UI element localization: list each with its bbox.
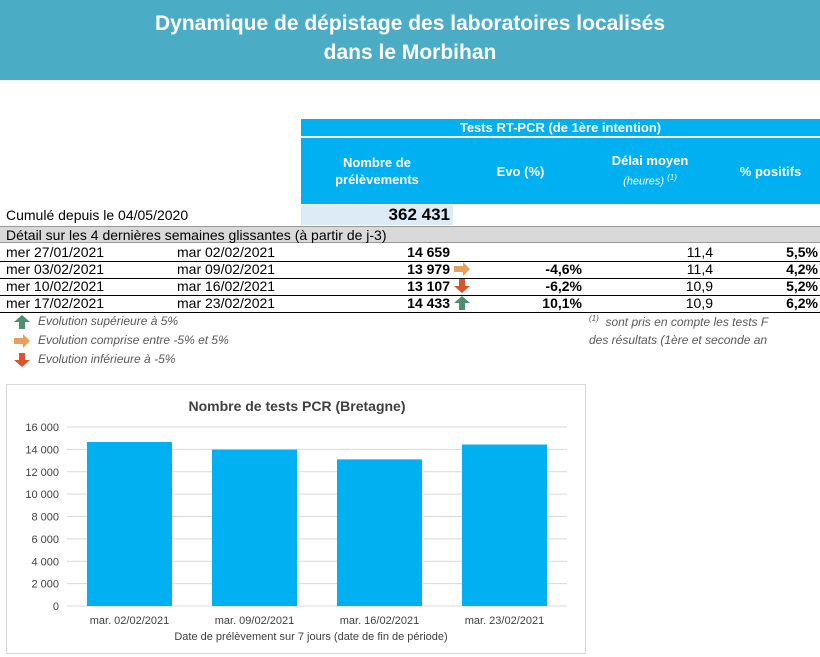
legend-down: Evolution inférieure à -5% <box>14 352 175 367</box>
row-start-date: mer 17/02/2021 <box>6 295 105 311</box>
x-tick-label: mar. 16/02/2021 <box>340 615 420 627</box>
arrow-up-icon <box>14 314 30 329</box>
detail-label: Détail sur les 4 dernières semaines glis… <box>0 226 820 243</box>
x-tick-label: mar. 09/02/2021 <box>215 615 295 627</box>
table-column-headers: Nombre de prélèvements Evo (%) Délai moy… <box>301 138 820 204</box>
row-end-date: mar 09/02/2021 <box>177 261 276 277</box>
y-tick-label: 6 000 <box>31 534 59 546</box>
chart-bar <box>87 442 172 606</box>
header-delai-unit: (heures) <box>623 175 665 188</box>
header-prelevements: Nombre de prélèvements <box>301 138 453 204</box>
header-delai-label: Délai moyen <box>611 152 689 168</box>
page-title-line1: Dynamique de dépistage des laboratoires … <box>154 12 666 35</box>
chart-container: Nombre de tests PCR (Bretagne) 0 2 000 4 00… <box>6 384 586 654</box>
row-evo: -4,6% <box>545 261 582 277</box>
y-tick-label: 16 000 <box>25 422 59 434</box>
row-count: 14 659 <box>407 244 450 260</box>
legend-neutral: Evolution comprise entre -5% et 5% <box>14 333 229 348</box>
page-banner: Dynamique de dépistage des laboratoires … <box>0 0 820 80</box>
footnote-line1: (1) sont pris en compte les tests F <box>589 314 768 329</box>
header-evo-label: Evo (%) <box>496 163 545 179</box>
arrow-up-icon <box>454 296 470 310</box>
x-tick-label: mar. 02/02/2021 <box>90 615 170 627</box>
header-delai: Délai moyen (heures) (1) <box>586 138 714 204</box>
x-axis-label: Date de prélèvement sur 7 jours (date de… <box>174 631 447 643</box>
row-count: 14 433 <box>407 295 450 311</box>
y-tick-label: 8 000 <box>31 512 59 524</box>
header-positifs: % positifs <box>721 138 820 204</box>
row-start-date: mer 27/01/2021 <box>6 244 105 260</box>
row-positifs: 5,5% <box>786 244 818 260</box>
y-tick-label: 10 000 <box>25 489 59 501</box>
row-positifs: 4,2% <box>786 261 818 277</box>
bar-chart: Nombre de tests PCR (Bretagne) 0 2 000 4 00… <box>25 398 567 643</box>
row-start-date: mer 10/02/2021 <box>6 278 105 294</box>
legend-neutral-label: Evolution comprise entre -5% et 5% <box>38 333 229 347</box>
table-row: mer 03/02/2021 mar 09/02/2021 13 979 -4,6% 1… <box>0 261 820 279</box>
footnote-line2: des résultats (1ère et seconde an <box>589 333 768 347</box>
row-start-date: mer 03/02/2021 <box>6 261 105 277</box>
arrow-right-icon <box>454 262 470 276</box>
row-evo: -6,2% <box>545 278 582 294</box>
x-tick-label: mar. 23/02/2021 <box>465 615 545 627</box>
row-positifs: 5,2% <box>786 278 818 294</box>
page-title-line2: dans le Morbihan <box>323 41 497 64</box>
arrow-down-icon <box>454 279 470 293</box>
cumul-label: Cumulé depuis le 04/05/2020 <box>6 207 189 223</box>
row-end-date: mar 02/02/2021 <box>177 244 276 260</box>
chart-bar <box>462 444 547 606</box>
chart-bar <box>337 459 422 606</box>
table-row: mer 17/02/2021 mar 23/02/2021 14 433 10,1% 1… <box>0 295 820 313</box>
legend-up: Evolution supérieure à 5% <box>14 314 178 329</box>
row-evo: 10,1% <box>542 295 582 311</box>
header-prelevements-line2: prélèvements <box>335 172 419 187</box>
row-positifs: 6,2% <box>786 295 818 311</box>
header-evo: Evo (%) <box>473 138 568 204</box>
row-delai: 11,4 <box>686 261 713 277</box>
header-positifs-label: % positifs <box>739 163 802 179</box>
table-row: mer 27/01/2021 mar 02/02/2021 14 659 11,4 5,… <box>0 244 820 262</box>
header-prelevements-line1: Nombre de <box>343 155 411 170</box>
row-delai: 11,4 <box>686 244 713 260</box>
row-end-date: mar 16/02/2021 <box>177 278 276 294</box>
y-tick-label: 0 <box>53 601 59 613</box>
chart-bar <box>212 449 297 606</box>
arrow-down-icon <box>14 352 30 367</box>
y-tick-label: 12 000 <box>25 467 59 479</box>
footnote-text-1: sont pris en compte les tests F <box>605 315 769 329</box>
row-end-date: mar 23/02/2021 <box>177 295 276 311</box>
y-tick-label: 4 000 <box>31 556 59 568</box>
arrow-right-icon <box>14 333 30 348</box>
row-count: 13 979 <box>407 261 450 277</box>
footnote-marker: (1) <box>589 314 599 323</box>
chart-title: Nombre de tests PCR (Bretagne) <box>188 398 405 414</box>
row-count: 13 107 <box>407 278 450 294</box>
row-delai: 10,9 <box>685 278 713 294</box>
y-tick-label: 2 000 <box>31 579 59 591</box>
table-group-header: Tests RT-PCR (de 1ère intention) <box>301 119 820 137</box>
table-row: mer 10/02/2021 mar 16/02/2021 13 107 -6,2% 1… <box>0 278 820 296</box>
y-tick-label: 14 000 <box>25 444 59 456</box>
header-delai-footnote-ref: (1) <box>667 172 677 182</box>
legend-down-label: Evolution inférieure à -5% <box>38 352 176 366</box>
header-delai-sub: (heures) (1) <box>623 169 677 191</box>
cumul-value: 362 431 <box>301 205 453 225</box>
legend-up-label: Evolution supérieure à 5% <box>38 314 179 328</box>
row-delai: 10,9 <box>685 295 713 311</box>
